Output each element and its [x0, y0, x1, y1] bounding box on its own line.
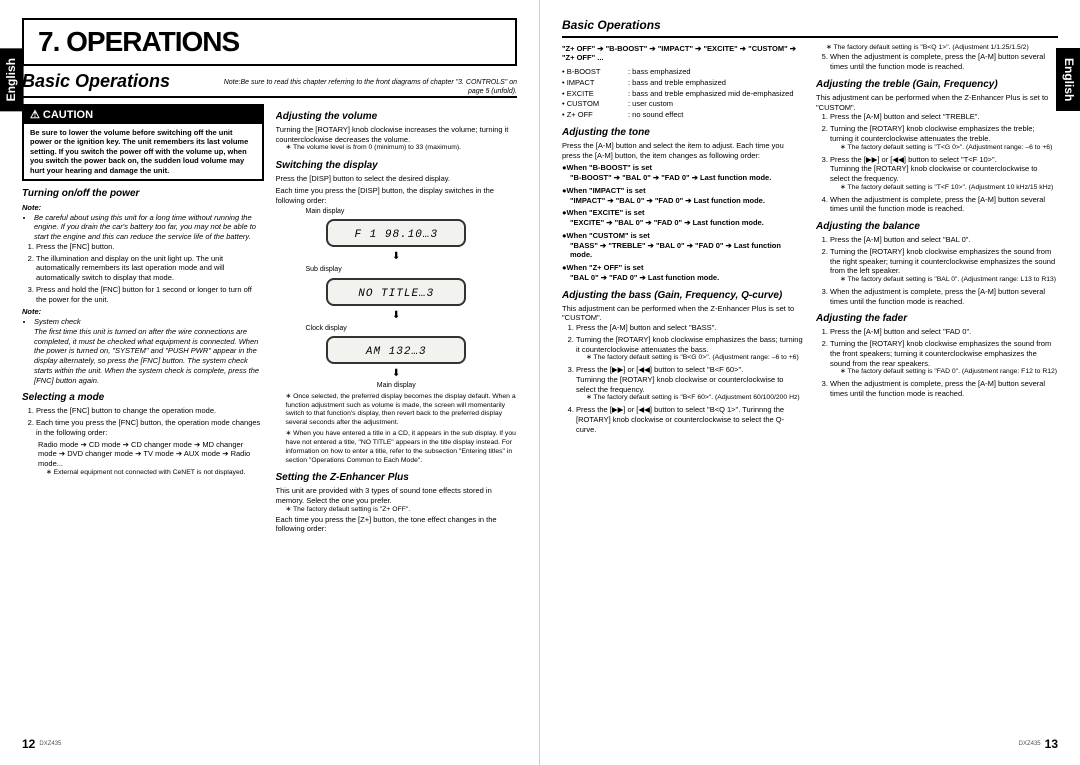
display-s2: Each time you press the [DISP] button, t… — [276, 186, 518, 206]
power-s2: The illumination and display on the unit… — [36, 254, 264, 283]
treble-intro: This adjustment can be performed when th… — [816, 93, 1058, 113]
bass-s3: Press the [▶▶] or [◀◀] button to select … — [576, 365, 804, 403]
columns-right: "Z+ OFF" ➔ "B-BOOST" ➔ "IMPACT" ➔ "EXCIT… — [562, 44, 1058, 732]
caution-body: Be sure to lower the volume before switc… — [24, 124, 262, 179]
zplus-body2: Each time you press the [Z+] button, the… — [276, 515, 518, 535]
col3: "Z+ OFF" ➔ "B-BOOST" ➔ "IMPACT" ➔ "EXCIT… — [562, 44, 804, 732]
power-s1: Press the [FNC] button. — [36, 242, 264, 252]
tone-items: ●When "B-BOOST" is set"B-BOOST" ➔ "BAL 0… — [562, 163, 804, 282]
disp-star2: When you have entered a title in a CD, i… — [276, 430, 518, 465]
section-title-right: Basic Operations — [562, 18, 1058, 38]
bass-title: Adjusting the bass (Gain, Frequency, Q-c… — [562, 289, 804, 302]
columns-left: ⚠ CAUTION Be sure to lower the volume be… — [22, 104, 517, 732]
page-number: 13 — [1045, 737, 1058, 753]
bass-intro: This adjustment can be performed when th… — [562, 304, 804, 324]
bal-s1: Press the [A-M] button and select "BAL 0… — [830, 235, 1058, 245]
bass-s2: Turning the [ROTARY] knob clockwise emph… — [576, 335, 804, 363]
col2: Adjusting the volume Turning the [ROTARY… — [276, 104, 518, 732]
power-note: Be careful about using this unit for a l… — [34, 213, 264, 242]
bass-s2star: The factory default setting is "B<G 0>".… — [576, 354, 804, 363]
disp-star1: Once selected, the preferred display bec… — [276, 393, 518, 428]
treble-s3b: Turninng the [ROTARY] knob clockwise or … — [830, 164, 1058, 184]
bass-s3star: The factory default setting is "B<F 60>"… — [576, 394, 804, 403]
zplus-star: The factory default setting is "Z+ OFF". — [276, 506, 518, 515]
arrow-down-icon: ⬇ — [276, 250, 518, 263]
col4: The factory default setting is "B<Q 1>".… — [816, 44, 1058, 732]
bass-s1: Press the [A-M] button and select "BASS"… — [576, 323, 804, 333]
arrow-down-icon: ⬇ — [276, 367, 518, 380]
caution-title: ⚠ CAUTION — [24, 106, 262, 124]
fad-s2star: The factory default setting is "FAD 0". … — [830, 368, 1058, 377]
bass-s5: When the adjustment is complete, press t… — [830, 52, 1058, 72]
caution-box: ⚠ CAUTION Be sure to lower the volume be… — [22, 104, 264, 181]
footer-right: DXZ435 13 — [562, 731, 1058, 753]
page-spread: English 7. OPERATIONS Basic Operations N… — [0, 0, 1080, 765]
page-number: 12 — [22, 737, 35, 753]
mode-s1: Press the [FNC] button to change the ope… — [36, 406, 264, 416]
volume-title: Adjusting the volume — [276, 110, 518, 123]
treble-s4: When the adjustment is complete, press t… — [830, 195, 1058, 215]
power-s3: Press and hold the [FNC] button for 1 se… — [36, 285, 264, 305]
fad-s1: Press the [A-M] button and select "FAD 0… — [830, 327, 1058, 337]
bal-s3: When the adjustment is complete, press t… — [830, 287, 1058, 307]
mode-star: External equipment not connected with Ce… — [36, 469, 264, 478]
treble-s2: Turning the [ROTARY] knob clockwise emph… — [830, 124, 1058, 152]
bass-s4: Press the [▶▶] or [◀◀] button to select … — [576, 405, 804, 434]
tone-body: Press the [A-M] button and select the it… — [562, 141, 804, 161]
chapter-title: 7. OPERATIONS — [22, 18, 517, 66]
power-title: Turning on/off the power — [22, 187, 264, 200]
mode-seq: Radio mode ➔ CD mode ➔ CD changer mode ➔… — [36, 440, 264, 469]
bass-s4star: The factory default setting is "B<Q 1>".… — [816, 44, 1058, 53]
note-label: Note: — [22, 203, 264, 213]
model-label: DXZ435 — [1019, 741, 1041, 749]
fad-s3: When the adjustment is complete, press t… — [830, 379, 1058, 399]
mode-s2: Each time you press the [FNC] button, th… — [36, 418, 264, 478]
language-tab-right: English — [1056, 48, 1080, 111]
display-title: Switching the display — [276, 159, 518, 172]
page-13: English Basic Operations "Z+ OFF" ➔ "B-B… — [540, 0, 1080, 765]
col1: ⚠ CAUTION Be sure to lower the volume be… — [22, 104, 264, 732]
lcd-display-2: NO TITLE…3 — [326, 278, 466, 306]
bass-s3b: Turninng the [ROTARY] knob clockwise or … — [576, 375, 804, 395]
bal-s2: Turning the [ROTARY] knob clockwise emph… — [830, 247, 1058, 285]
treble-s1: Press the [A-M] button and select "TREBL… — [830, 112, 1058, 122]
zseq: "Z+ OFF" ➔ "B-BOOST" ➔ "IMPACT" ➔ "EXCIT… — [562, 44, 804, 64]
zplus-body: This unit are provided with 3 types of s… — [276, 486, 518, 506]
balance-title: Adjusting the balance — [816, 220, 1058, 233]
tone-title: Adjusting the tone — [562, 126, 804, 139]
treble-s2star: The factory default setting is "T<G 0>".… — [830, 144, 1058, 153]
lcd-display-1: F 1 98.10…3 — [326, 219, 466, 247]
fad-s2: Turning the [ROTARY] knob clockwise emph… — [830, 339, 1058, 377]
treble-title: Adjusting the treble (Gain, Frequency) — [816, 78, 1058, 91]
volume-star: The volume level is from 0 (minimum) to … — [276, 144, 518, 153]
zplus-title: Setting the Z-Enhancer Plus — [276, 471, 518, 484]
treble-s3: Press the [▶▶] or [◀◀] button to select … — [830, 155, 1058, 193]
syscheck-body: The first time this unit is turned on af… — [34, 327, 259, 385]
mode-title: Selecting a mode — [22, 391, 264, 404]
fader-title: Adjusting the fader — [816, 312, 1058, 325]
lbl-clock: Clock display — [276, 324, 518, 333]
chapter-note: Note:Be sure to read this chapter referr… — [217, 78, 517, 96]
lcd-display-3: AM 132…3 — [326, 336, 466, 364]
note-label: Note: — [22, 307, 264, 317]
footer-left: 12 DXZ435 — [22, 731, 517, 753]
bal-s2star: The factory default setting is "BAL 0". … — [830, 276, 1058, 285]
display-s1: Press the [DISP] button to select the de… — [276, 174, 518, 184]
section-title: Basic Operations — [22, 70, 170, 93]
model-label: DXZ435 — [39, 741, 61, 749]
volume-body: Turning the [ROTARY] knob clockwise incr… — [276, 125, 518, 145]
arrow-down-icon: ⬇ — [276, 309, 518, 322]
treble-s3star: The factory default setting is "T<F 10>"… — [830, 184, 1058, 193]
effect-list: • B-BOOST: bass emphasized• IMPACT: bass… — [562, 67, 804, 120]
language-tab-left: English — [0, 48, 24, 111]
page-12: English 7. OPERATIONS Basic Operations N… — [0, 0, 540, 765]
lbl-main2: Main display — [276, 381, 518, 390]
lbl-sub: Sub display — [276, 265, 518, 274]
syscheck-title: System check — [34, 317, 81, 326]
section-header-row: Basic Operations Note:Be sure to read th… — [22, 70, 517, 97]
lbl-main: Main display — [276, 207, 518, 216]
